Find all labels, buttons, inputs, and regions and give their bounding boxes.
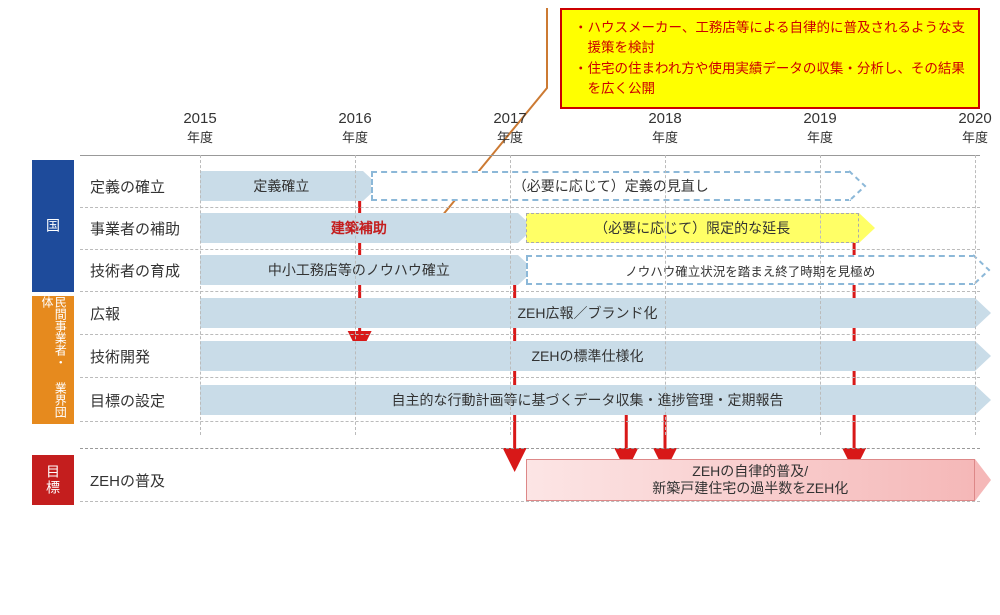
year-header: 2020年度 bbox=[940, 110, 1000, 146]
callout-item: ハウスメーカー、工務店等による自律的に普及されるような支援策を検討 bbox=[574, 18, 966, 59]
category-tab-national: 国 bbox=[32, 160, 74, 292]
year-header: 2019年度 bbox=[785, 110, 855, 146]
year-sub: 年度 bbox=[785, 127, 855, 146]
row-label: 技術者の育成 bbox=[90, 260, 180, 281]
timeline-bar: ZEHの標準仕様化 bbox=[200, 341, 975, 371]
year-header: 2015年度 bbox=[165, 110, 235, 146]
year-label: 2020 bbox=[940, 110, 1000, 127]
year-label: 2015 bbox=[165, 110, 235, 127]
year-sub: 年度 bbox=[165, 127, 235, 146]
timeline-bar: 定義確立 bbox=[200, 171, 363, 201]
row-label: 事業者の補助 bbox=[90, 218, 180, 239]
year-sub: 年度 bbox=[630, 127, 700, 146]
category-tab-private: 民間事業者・ 業界団体 bbox=[32, 296, 74, 424]
category-tab-goal: 目標 bbox=[32, 455, 74, 505]
row-label: 定義の確立 bbox=[90, 176, 165, 197]
callout-box: ハウスメーカー、工務店等による自律的に普及されるような支援策を検討住宅の住まわれ… bbox=[560, 8, 980, 109]
row-label: ZEHの普及 bbox=[90, 470, 165, 491]
year-header: 2017年度 bbox=[475, 110, 545, 146]
callout-item: 住宅の住まわれ方や使用実績データの収集・分析し、その結果を広く公開 bbox=[574, 59, 966, 100]
year-header: 2016年度 bbox=[320, 110, 390, 146]
year-sub: 年度 bbox=[475, 127, 545, 146]
timeline-bar: （必要に応じて）定義の見直し bbox=[371, 171, 852, 201]
callout-list: ハウスメーカー、工務店等による自律的に普及されるような支援策を検討住宅の住まわれ… bbox=[574, 18, 966, 99]
year-label: 2017 bbox=[475, 110, 545, 127]
year-label: 2019 bbox=[785, 110, 855, 127]
timeline-bar: ノウハウ確立状況を踏まえ終了時期を見極め bbox=[526, 255, 976, 285]
timeline-bar: 自主的な行動計画等に基づくデータ収集・進捗管理・定期報告 bbox=[200, 385, 975, 415]
timeline-bar: ZEHの自律的普及/新築戸建住宅の過半数をZEH化 bbox=[526, 459, 976, 501]
year-header: 2018年度 bbox=[630, 110, 700, 146]
row-label: 広報 bbox=[90, 303, 120, 324]
row-label: 目標の設定 bbox=[90, 390, 165, 411]
row-label: 技術開発 bbox=[90, 346, 150, 367]
timeline-bar: 中小工務店等のノウハウ確立 bbox=[200, 255, 518, 285]
timeline-bar: ZEH広報／ブランド化 bbox=[200, 298, 975, 328]
year-label: 2018 bbox=[630, 110, 700, 127]
timeline-bar: （必要に応じて）限定的な延長 bbox=[526, 213, 859, 243]
timeline-bar: 建築補助 bbox=[200, 213, 518, 243]
year-label: 2016 bbox=[320, 110, 390, 127]
year-sub: 年度 bbox=[940, 127, 1000, 146]
year-sub: 年度 bbox=[320, 127, 390, 146]
